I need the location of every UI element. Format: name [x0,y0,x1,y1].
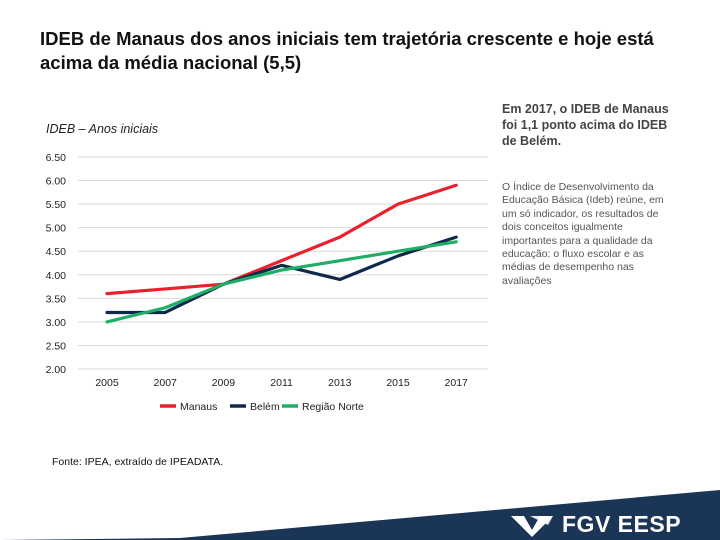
y-tick-label: 3.00 [46,317,67,329]
series-line-manaus [105,183,458,296]
chart-grid [78,156,488,370]
y-tick-label: 2.50 [46,340,67,352]
chart-series [105,183,458,324]
x-tick-label: 2011 [270,377,293,389]
highlight-note: Em 2017, o IDEB de Manaus foi 1,1 ponto … [502,102,669,148]
y-tick-label: 3.50 [46,293,67,305]
slide-title: IDEB de Manaus dos anos iniciais tem tra… [40,28,654,73]
chart-title: IDEB – Anos iniciais [46,122,159,136]
x-tick-label: 2013 [328,377,352,389]
y-tick-label: 6.50 [46,152,67,164]
y-tick-label: 4.00 [46,270,67,282]
fgv-eesp-logo: FGV EESP [562,511,682,537]
chart-legend: Manaus Belém Região Norte [160,401,364,413]
x-tick-label: 2005 [95,377,119,389]
y-tick-label: 2.00 [46,364,67,376]
y-tick-label: 5.00 [46,223,67,235]
legend-label: Manaus [180,401,217,413]
y-tick-label: 5.50 [46,199,67,211]
x-tick-label: 2007 [154,377,178,389]
series-line-belém [105,235,458,315]
legend-label: Belém [250,401,280,413]
series-line-região-norte [105,240,458,324]
x-tick-label: 2009 [212,377,236,389]
source-note: Fonte: IPEA, extraído de IPEADATA. [52,456,224,468]
x-axis: 2005 2007 2009 2011 2013 2015 2017 [95,377,468,389]
y-tick-label: 4.50 [46,246,67,258]
ideb-description: O Índice de Desenvolvimento da Educação … [502,181,664,287]
legend-label: Região Norte [302,401,364,413]
x-tick-label: 2015 [386,377,410,389]
y-axis: 2.00 2.50 3.00 3.50 4.00 4.50 5.00 5.50 6.00 6.50 [46,152,67,376]
x-tick-label: 2017 [445,377,469,389]
y-tick-label: 6.00 [46,176,67,188]
